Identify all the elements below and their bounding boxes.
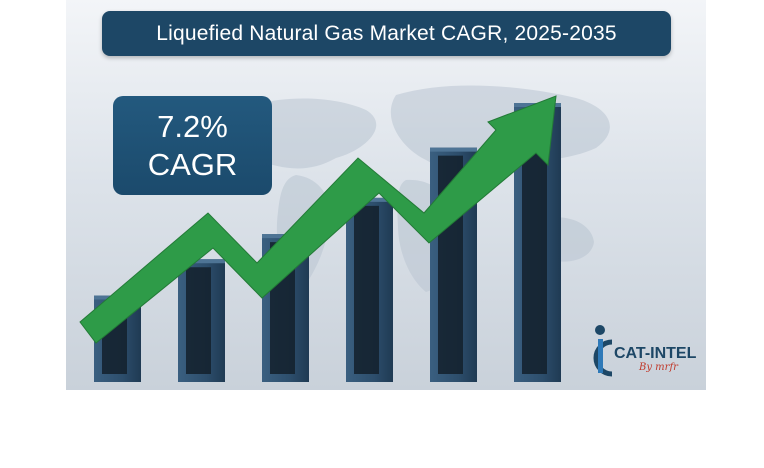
brand-logo: CAT-INTEL By mrfr: [584, 322, 704, 380]
chart-canvas: [79, 85, 610, 382]
bar: [346, 197, 393, 382]
cagr-label: CAGR: [147, 146, 238, 182]
bar: [178, 259, 225, 382]
infographic-card: Liquefied Natural Gas Market CAGR, 2025-…: [66, 0, 706, 390]
logo-name: CAT-INTEL: [614, 345, 697, 362]
cagr-value: 7.2%: [157, 108, 228, 144]
chart-title: Liquefied Natural Gas Market CAGR, 2025-…: [156, 21, 617, 45]
trend-arrow: [79, 95, 557, 344]
cagr-callout: 7.2% CAGR: [113, 96, 272, 195]
logo-mark-icon: [593, 325, 613, 377]
logo-tagline: By mrfr: [639, 362, 678, 373]
title-banner: Liquefied Natural Gas Market CAGR, 2025-…: [102, 11, 671, 56]
